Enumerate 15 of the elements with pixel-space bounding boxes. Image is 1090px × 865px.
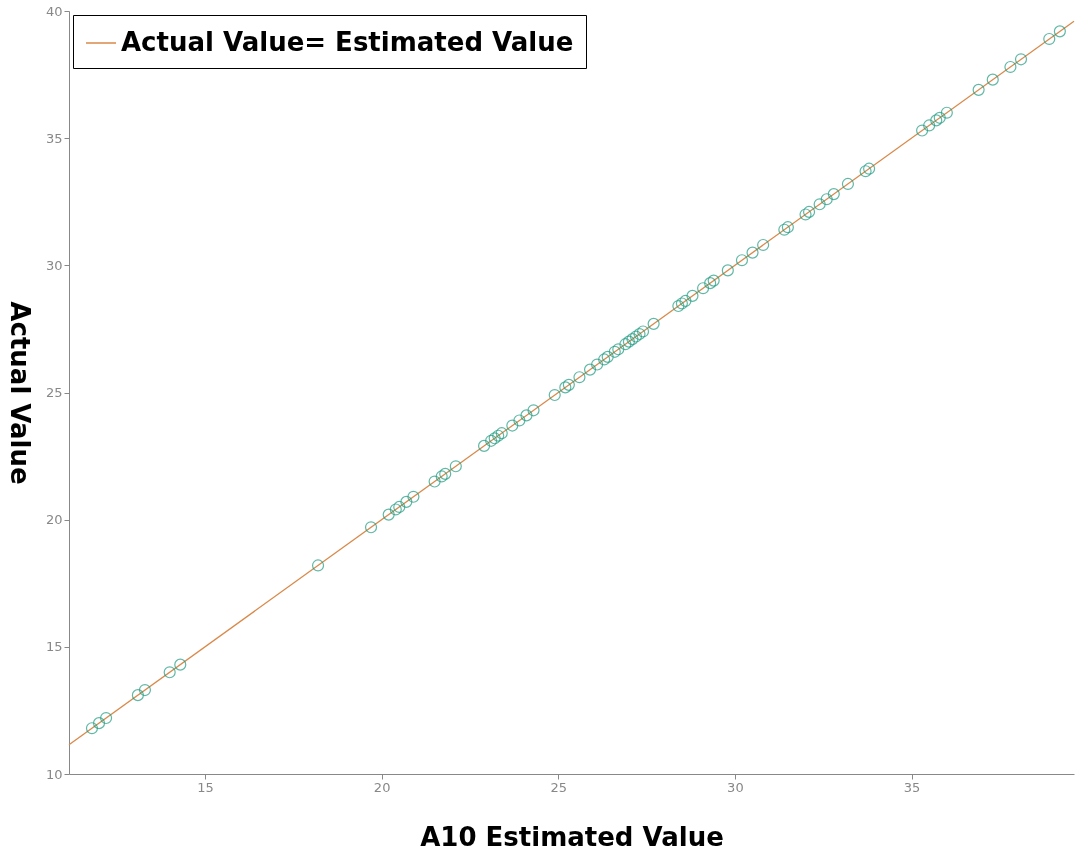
legend-label: Actual Value= Estimated Value <box>121 27 574 57</box>
y-tick-label: 25 <box>45 385 63 400</box>
x-axis-title: A10 Estimated Value <box>420 821 724 852</box>
x-tick-label: 20 <box>373 779 391 795</box>
x-tick-label: 15 <box>197 779 214 795</box>
x-tick-label: 30 <box>727 779 744 795</box>
y-tick-label: 30 <box>45 257 63 273</box>
y-tick-label: 10 <box>45 766 63 782</box>
y-tick-label: 20 <box>45 512 63 528</box>
y-axis-title: Actual Value <box>4 301 35 485</box>
y-tick-label: 40 <box>45 3 63 19</box>
y-tick-label: 35 <box>45 130 63 146</box>
x-tick-label: 25 <box>550 779 568 795</box>
x-tick-label: 35 <box>903 779 921 795</box>
y-tick-label: 15 <box>45 639 63 655</box>
